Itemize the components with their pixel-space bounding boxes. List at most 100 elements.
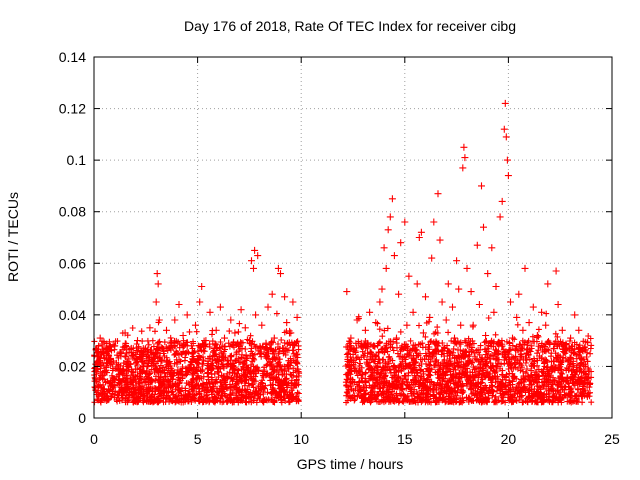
data-point [527, 342, 535, 350]
data-point [351, 347, 359, 355]
data-point [233, 373, 241, 381]
data-point [140, 386, 148, 394]
data-point [175, 301, 183, 308]
data-point [204, 357, 212, 365]
data-point [115, 388, 123, 396]
data-point [235, 347, 243, 355]
data-point [165, 362, 173, 370]
data-point [227, 316, 235, 324]
data-point [473, 241, 481, 249]
dense-point-cloud [91, 310, 595, 406]
data-point [380, 244, 388, 252]
data-point [364, 360, 371, 368]
data-point [577, 378, 585, 386]
data-point [154, 280, 162, 288]
data-point [223, 383, 231, 391]
data-point [469, 321, 477, 329]
data-point [245, 337, 253, 345]
data-point [343, 288, 351, 296]
data-point [384, 226, 392, 234]
data-point [434, 190, 442, 198]
data-point [529, 303, 537, 311]
data-point [467, 288, 475, 296]
data-point [372, 319, 380, 327]
data-point [411, 342, 419, 350]
data-point [573, 355, 581, 363]
data-point [390, 252, 398, 260]
data-point [237, 306, 245, 314]
data-point [158, 344, 166, 352]
data-point [471, 365, 479, 373]
data-points [91, 99, 593, 399]
data-point [554, 301, 562, 308]
data-point [268, 290, 276, 298]
data-point [289, 298, 297, 306]
x-tick-label: 5 [194, 431, 202, 447]
data-point [370, 342, 378, 350]
data-point [152, 298, 160, 306]
data-point [484, 270, 492, 278]
data-point [503, 156, 511, 164]
data-point [208, 378, 216, 386]
data-point [359, 383, 367, 391]
data-point [281, 293, 289, 301]
y-tick-label: 0.06 [59, 255, 86, 271]
data-point [482, 332, 490, 339]
data-point [536, 352, 543, 360]
data-point [403, 321, 411, 329]
data-point [148, 378, 156, 386]
data-point [509, 334, 516, 342]
data-point [540, 368, 548, 376]
data-point [185, 381, 193, 388]
data-point [465, 342, 473, 350]
data-point [252, 311, 260, 319]
data-point [583, 383, 591, 391]
data-point [376, 298, 384, 306]
data-point [243, 386, 251, 394]
data-point [533, 332, 541, 339]
data-point [196, 298, 204, 306]
data-point [113, 373, 121, 381]
data-point [368, 373, 376, 381]
point-cloud [91, 310, 595, 406]
plot-frame [93, 56, 613, 419]
x-tick-label: 20 [501, 431, 517, 447]
data-point [419, 329, 427, 337]
data-point [498, 197, 506, 205]
data-point [134, 337, 141, 345]
x-tick-label: 0 [90, 431, 98, 447]
data-point [488, 244, 496, 252]
data-point [515, 290, 523, 298]
data-point [548, 381, 556, 388]
data-point [569, 373, 577, 381]
data-point [146, 324, 154, 332]
data-point [478, 182, 485, 190]
data-point [272, 375, 280, 383]
data-point [270, 334, 278, 342]
data-point [111, 342, 119, 350]
data-point [426, 313, 434, 321]
data-point [407, 365, 415, 373]
data-point [511, 360, 519, 368]
data-point [210, 344, 218, 352]
axis-ticks: 0 5 10 15 20 25 0 0.02 0.04 0.06 0.08 0.1 0.12 0.14 [59, 49, 620, 447]
data-point [131, 365, 139, 373]
data-point [349, 378, 357, 386]
data-point [194, 355, 202, 363]
data-point [405, 272, 413, 280]
data-point [428, 254, 436, 262]
data-point [523, 365, 531, 373]
data-point [409, 308, 417, 316]
data-point [442, 316, 450, 324]
data-point [440, 352, 448, 360]
data-point [475, 301, 483, 308]
data-point [206, 308, 214, 316]
data-point [378, 285, 386, 293]
data-point [585, 368, 593, 376]
data-point [347, 334, 355, 342]
data-point [98, 391, 106, 399]
data-point [177, 370, 185, 378]
data-point [386, 213, 394, 221]
data-point [264, 303, 272, 311]
